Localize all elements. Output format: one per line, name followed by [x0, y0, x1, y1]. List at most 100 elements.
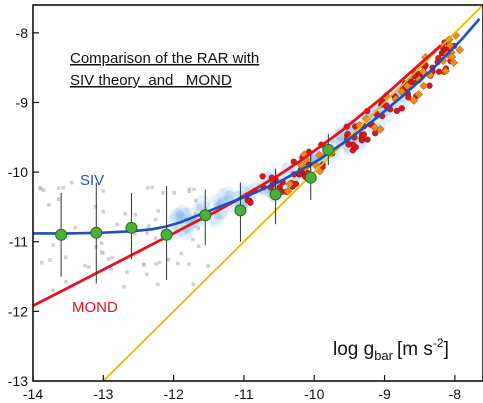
- density-blob: [174, 211, 186, 223]
- x-axis-label: log gbar [m s-2]: [333, 336, 449, 363]
- gray-data-point: [101, 209, 105, 214]
- galaxy-point-orange: [409, 96, 419, 105]
- x-tick-label: -13: [93, 386, 113, 402]
- y-tick-label: -11: [9, 234, 28, 250]
- galaxy-point-orange: [370, 123, 380, 132]
- gray-data-point: [56, 186, 61, 190]
- gray-data-point: [110, 255, 115, 260]
- density-blob: [194, 194, 211, 211]
- gray-data-point: [172, 190, 176, 195]
- chart-title-line-2: SIV theory and MOND: [70, 72, 232, 89]
- gray-data-point: [142, 262, 146, 267]
- y-tick-label: -8: [16, 25, 29, 41]
- gray-data-point: [156, 209, 161, 213]
- density-blob: [207, 211, 224, 228]
- plot-frame: [32, 4, 483, 382]
- density-blob: [213, 198, 222, 206]
- gray-data-point: [144, 272, 149, 277]
- density-blob: [217, 210, 227, 220]
- gray-data-point: [161, 190, 165, 195]
- gray-data-point: [206, 264, 210, 268]
- galaxy-point-red: [259, 173, 266, 180]
- density-blob: [225, 189, 233, 197]
- gray-data-point: [133, 212, 138, 217]
- binned-point: [269, 188, 282, 201]
- gray-data-point: [101, 189, 105, 193]
- gray-data-point: [194, 211, 198, 216]
- binned-point: [90, 226, 103, 239]
- gray-data-point: [109, 267, 113, 271]
- gray-data-point: [196, 244, 201, 249]
- galaxy-point-orange: [447, 52, 457, 62]
- gray-data-point: [61, 185, 66, 190]
- model-lines-layer: [32, 4, 483, 382]
- galaxy-point-orange: [441, 66, 450, 76]
- chart-title-line-1: Comparison of the RAR with: [70, 50, 259, 67]
- density-blob: [343, 120, 357, 134]
- gray-data-point: [125, 270, 129, 274]
- gray-data-point: [69, 180, 74, 185]
- x-tick-label: -12: [164, 386, 184, 402]
- gray-data-point: [166, 257, 171, 262]
- gray-data-point: [193, 198, 198, 203]
- binned-point: [234, 204, 247, 217]
- gray-data-point: [106, 257, 111, 261]
- gray-data-point: [63, 255, 68, 260]
- siv-label: SIV: [80, 172, 104, 189]
- gray-data-point: [87, 265, 91, 269]
- gray-data-point: [156, 282, 160, 287]
- gray-data-point: [115, 222, 119, 227]
- gray-data-point: [192, 187, 196, 192]
- y-tick-label: -9: [16, 94, 29, 110]
- binned-point: [322, 143, 335, 156]
- x-tick-label: -14: [23, 386, 43, 402]
- x-tick-label: -9: [378, 386, 391, 402]
- binned-point: [160, 228, 173, 241]
- density-blob: [216, 188, 230, 202]
- mond-curve: [32, 44, 442, 308]
- gray-data-point: [51, 243, 55, 247]
- galaxy-point-red: [405, 94, 412, 101]
- gray-data-point: [150, 185, 154, 190]
- binned-point: [199, 209, 212, 222]
- gray-data-point: [196, 226, 200, 231]
- density-blob: [214, 212, 223, 221]
- galaxy-point-orange: [419, 81, 429, 91]
- gray-data-point: [187, 189, 192, 194]
- gray-data-point: [123, 211, 128, 216]
- gray-data-point: [40, 261, 44, 265]
- galaxy-point-orange: [285, 179, 295, 189]
- gray-data-point: [51, 288, 55, 293]
- density-blob: [192, 203, 202, 212]
- y-tick-label: -13: [8, 373, 28, 389]
- gray-data-point: [41, 188, 46, 193]
- galaxy-point-orange: [402, 81, 412, 91]
- gray-data-point: [83, 263, 87, 268]
- axis-ticks-layer: -14 -13 -12 -11 -10 -9 -8-13-12-11-10-9-8: [8, 25, 462, 402]
- galaxy-point-orange: [414, 89, 424, 99]
- x-tick-label: -10: [304, 386, 324, 402]
- binned-points-layer: [55, 133, 335, 284]
- binned-point: [304, 171, 317, 184]
- galaxy-point-red: [364, 136, 371, 143]
- galaxy-point-red: [409, 79, 416, 86]
- binned-point: [125, 221, 138, 234]
- siv-curve: [33, 18, 481, 235]
- density-blob: [171, 209, 184, 222]
- gray-data-point: [56, 197, 61, 202]
- gray-data-point: [157, 260, 162, 265]
- gray-data-point: [73, 225, 78, 230]
- density-blob: [242, 183, 249, 190]
- density-blob: [210, 193, 224, 207]
- gray-data-point: [191, 237, 195, 242]
- galaxy-point-red: [345, 141, 352, 148]
- gray-data-point: [179, 251, 184, 256]
- gray-data-point: [99, 250, 104, 254]
- x-tick-label: -8: [449, 386, 462, 402]
- density-blob: [176, 210, 184, 218]
- gray-data-point: [122, 285, 126, 289]
- density-blob: [182, 227, 190, 235]
- gray-data-point: [153, 217, 158, 222]
- galaxy-point-red: [393, 107, 400, 114]
- x-axis-label-close: ]: [444, 339, 449, 360]
